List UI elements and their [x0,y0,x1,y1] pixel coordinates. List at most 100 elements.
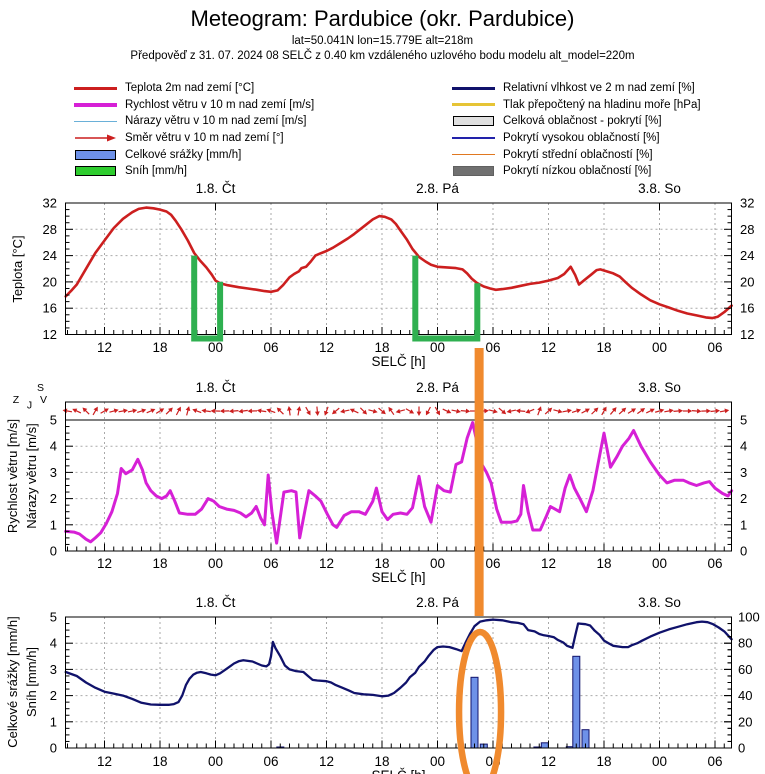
wind-direction-arrow-icon [506,408,517,414]
wind-direction-arrow-icon [92,406,98,416]
legend-item: Relativní vlhkost ve 2 m nad zemí [%] [452,80,701,97]
svg-text:3: 3 [50,465,57,480]
wind-direction-arrow-icon [434,406,440,416]
svg-text:12: 12 [740,327,754,342]
svg-text:24: 24 [740,248,754,263]
svg-text:Z: Z [13,394,20,406]
wind-direction-arrow-icon [256,408,267,414]
svg-text:0: 0 [738,741,745,756]
wind-direction-arrow-icon [378,407,386,415]
svg-text:3: 3 [740,465,747,480]
y-axis-title: Nárazy větru [m/s] [24,423,39,528]
orange-highlight-ellipse [455,628,505,774]
wind-direction-arrow-icon [359,407,368,415]
wind-direction-arrow-icon [331,407,340,415]
wind-direction-arrow-icon [710,408,720,414]
x-tick-label: 06 [263,754,278,769]
legend-label: Relativní vlhkost ve 2 m nad zemí [%] [503,82,695,95]
svg-text:5: 5 [50,413,57,428]
svg-text:1: 1 [50,714,57,729]
wind-direction-arrow-icon [340,408,350,414]
wind-direction-arrow-icon [525,408,535,414]
svg-text:4: 4 [740,439,747,454]
precipitation-bar [470,676,479,749]
wind-direction-arrow-icon [627,408,637,414]
legend-item: Rychlost větru v 10 m nad zemí [m/s] [74,97,314,114]
x-tick-label: 00 [430,754,445,769]
wind-direction-arrow-icon [451,408,461,414]
svg-text:0: 0 [740,544,747,559]
x-tick-label: 12 [319,754,334,769]
wind-direction-arrow-icon [201,408,211,414]
svg-text:28: 28 [43,222,57,237]
svg-text:60: 60 [738,662,752,677]
wind-direction-arrow-icon [72,408,82,414]
svg-text:20: 20 [43,274,57,289]
wind-direction-arrow-icon [296,406,302,416]
wind-direction-arrow-icon [701,408,711,414]
subtitle-coordinates: lat=50.041N lon=15.779E alt=218m [291,35,474,47]
legend-item: Pokrytí vysokou oblačností [%] [452,130,701,147]
wind-direction-arrow-icon [682,408,693,414]
wind-direction-arrow-icon [287,406,292,416]
wind-direction-arrow-icon [609,407,617,415]
svg-text:3: 3 [50,662,57,677]
wind-direction-arrow-icon [405,408,415,414]
day-label: 1.8. Čt [196,181,236,196]
svg-text:5: 5 [50,610,57,625]
legend-swatch-box-icon [74,149,117,160]
legend-label: Tlak přepočtený na hladinu moře [hPa] [503,98,701,111]
svg-text:24: 24 [43,248,57,263]
wind-direction-arrow-icon [664,408,674,414]
x-tick-label: 12 [319,556,334,571]
x-tick-label: 06 [707,556,722,571]
temperature-panel: 12 12 16 16 20 20 24 24 28 28 32 32 1.8. Čt 2.8. Pá 3.… [10,181,754,369]
header: Meteogram: Pardubice (okr. Pardubice) la… [0,6,765,62]
wind-direction-arrow-icon [515,408,526,414]
series-line [64,421,734,545]
wind-direction-arrow-icon [175,406,181,416]
wind-direction-arrow-icon [581,408,590,414]
wind-direction-arrow-icon [553,408,563,414]
legend-item: Teplota 2m nad zemí [°C] [74,80,314,97]
svg-text:J: J [27,400,32,412]
x-tick-label: 18 [596,556,611,571]
x-tick-label: 18 [152,556,167,571]
svg-text:5: 5 [740,413,747,428]
svg-text:V: V [40,394,47,406]
legend-label: Rychlost větru v 10 m nad zemí [m/s] [125,98,315,111]
wind-direction-arrow-icon [719,408,730,414]
y-axis-title: Teplota [°C] [10,235,25,302]
x-tick-label: 18 [152,754,167,769]
wind-direction-arrow-icon [388,406,395,416]
day-label: 3.8. So [638,595,681,610]
legend-item: Celková oblačnost - pokrytí [%] [452,113,701,130]
wind-direction-arrow-icon [673,408,683,414]
svg-text:0: 0 [50,741,57,756]
legend-swatch-line-icon [74,120,117,123]
wind-direction-arrow-icon [82,407,90,415]
svg-text:12: 12 [43,327,57,342]
svg-text:2: 2 [50,688,57,703]
wind-direction-arrow-icon [562,408,572,414]
svg-text:40: 40 [738,688,752,703]
x-axis-title: SELČ [h] [371,570,425,585]
wind-direction-arrow-icon [109,408,119,414]
x-axis-title: SELČ [h] [371,768,425,774]
x-tick-label: 12 [97,754,112,769]
page-title: Meteogram: Pardubice (okr. Pardubice) [190,6,575,31]
x-tick-label: 18 [374,754,389,769]
precipitation-bar [540,742,549,749]
legend-label: Sníh [mm/h] [125,165,187,178]
wind-direction-arrow-icon [691,408,702,414]
wind-direction-arrow-icon [155,408,165,414]
x-tick-label: 18 [596,340,611,355]
precipitation-bar [572,655,581,749]
green-interval-marker [412,255,481,342]
day-label: 2.8. Pá [416,595,459,610]
x-tick-label: 18 [374,340,389,355]
x-tick-label: 00 [208,340,223,355]
legend-right-column: Relativní vlhkost ve 2 m nad zemí [%] Tla… [452,80,701,180]
